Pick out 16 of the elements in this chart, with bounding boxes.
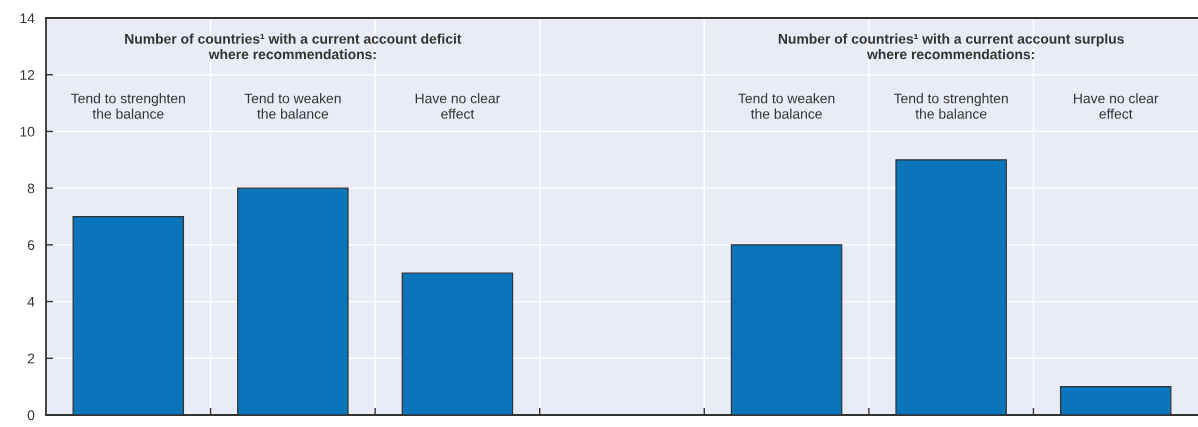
x-tick-label: Tend to strenghten the balance [71, 93, 185, 119]
y-tick-label: 2 [27, 353, 35, 364]
x-tick-label: Have no clear effect [1074, 93, 1159, 119]
y-tick-label: 8 [27, 183, 35, 194]
y-tick-label: 0 [27, 410, 35, 421]
annotation: Number of countries¹ with a current account surplus where recommendations: [778, 33, 1124, 60]
x-tick-label: Tend to weaken the balance [738, 93, 835, 119]
x-tick-label: Tend to weaken the balance [244, 93, 341, 119]
y-tick-label: 6 [27, 240, 35, 251]
x-tick-label: Tend to strenghten the balance [893, 93, 1008, 119]
y-tick-label: 4 [27, 297, 35, 307]
annotation: Number of countries¹ with a current account deficit where recommendations: [125, 33, 462, 60]
x-tick-label: Have no clear effect [415, 93, 501, 119]
y-tick-label: 14 [20, 13, 35, 24]
y-tick-label: 10 [20, 126, 35, 137]
y-tick-label: 12 [20, 70, 35, 80]
